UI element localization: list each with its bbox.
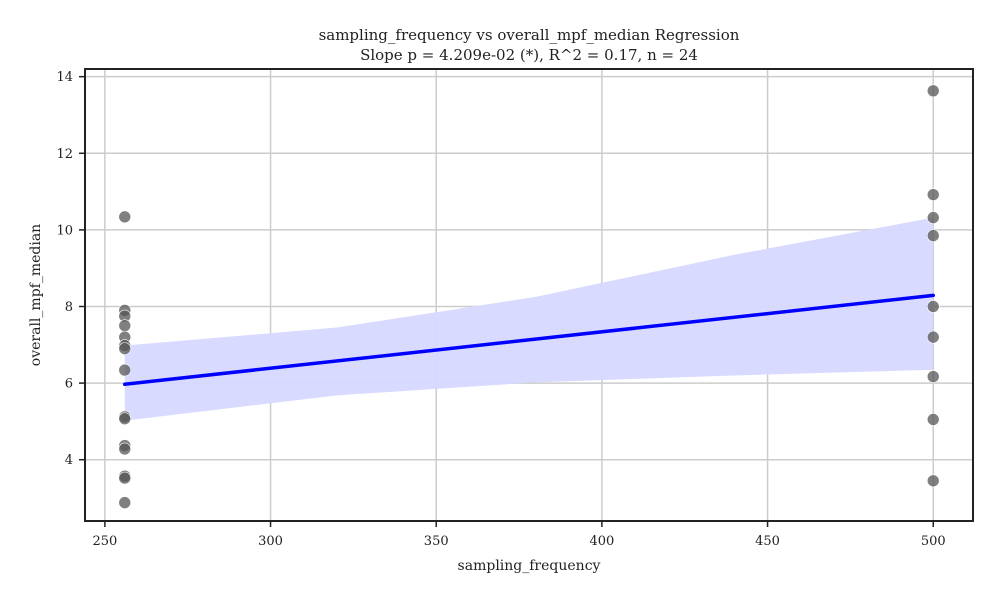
- x-tick-label: 400: [589, 534, 614, 549]
- y-tick-label: 8: [65, 300, 73, 315]
- chart-title: sampling_frequency vs overall_mpf_median…: [319, 26, 740, 44]
- x-tick-label: 350: [424, 534, 449, 549]
- data-point: [118, 496, 132, 509]
- y-tick-label: 12: [56, 147, 73, 162]
- data-point: [118, 342, 132, 355]
- data-point: [118, 363, 132, 377]
- confidence-band: [124, 217, 934, 421]
- tick-labels: 250 300 350 400 450 500 4 6 8 10 12 14: [56, 70, 945, 549]
- y-tick-label: 6: [65, 377, 73, 392]
- data-point: [926, 300, 940, 313]
- data-point: [926, 84, 940, 98]
- axes: [79, 68, 974, 527]
- x-axis-label: sampling_frequency: [458, 558, 601, 574]
- data-point: [926, 211, 940, 224]
- data-point: [926, 330, 940, 344]
- data-point: [118, 471, 132, 485]
- plot-frame: [84, 68, 974, 522]
- data-point: [118, 210, 132, 224]
- chart-subtitle: Slope p = 4.209e-02 (*), R^2 = 0.17, n =…: [360, 46, 698, 64]
- x-tick-label: 450: [755, 534, 780, 549]
- data-point: [118, 319, 132, 332]
- x-tick-label: 300: [258, 534, 283, 549]
- y-axis-label: overall_mpf_median: [28, 224, 44, 366]
- data-point: [926, 188, 940, 201]
- data-point: [118, 412, 132, 426]
- y-tick-label: 10: [56, 223, 73, 238]
- data-point: [926, 474, 940, 488]
- regression-line-layer: [123, 293, 935, 387]
- scatter-points: [118, 84, 940, 509]
- y-tick-label: 4: [65, 453, 73, 468]
- data-point: [926, 229, 940, 242]
- data-point: [926, 370, 940, 383]
- confidence-band-layer: [124, 217, 934, 421]
- data-point: [926, 413, 940, 426]
- data-point: [118, 442, 132, 456]
- y-tick-label: 14: [56, 70, 73, 85]
- regression-line: [123, 293, 935, 387]
- x-tick-label: 500: [921, 534, 946, 549]
- x-tick-label: 250: [92, 534, 117, 549]
